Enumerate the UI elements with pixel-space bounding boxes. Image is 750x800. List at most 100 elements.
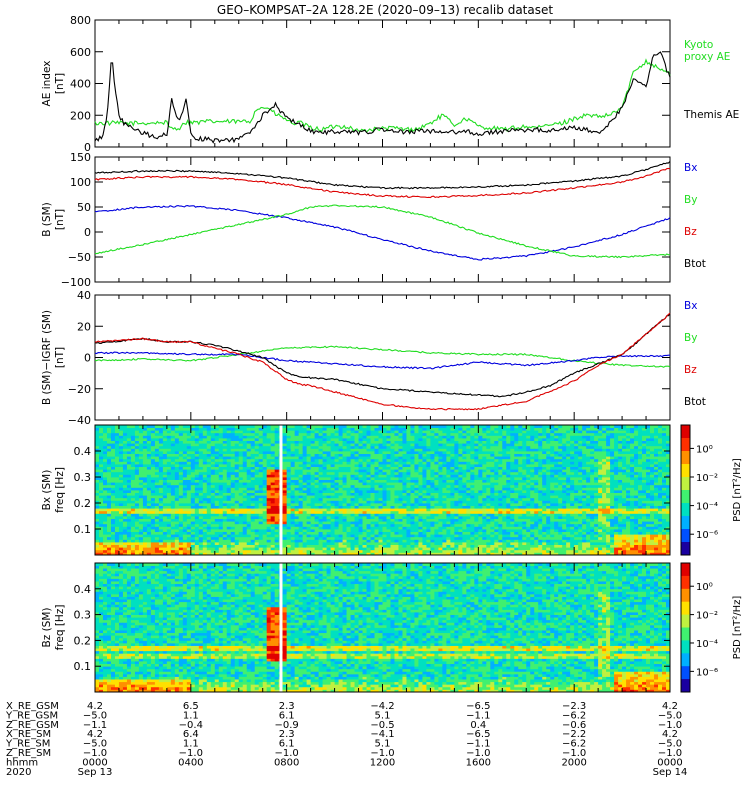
spectrogram-cell: [418, 510, 423, 514]
spectrogram-cell: [238, 495, 244, 499]
spectrogram-cell: [366, 487, 371, 491]
spectrogram-cell: [402, 505, 407, 509]
spectrogram-cell: [322, 518, 327, 522]
spectrogram-cell: [450, 523, 455, 527]
spectrogram-cell: [318, 531, 323, 535]
spectrogram-cell: [394, 451, 399, 454]
spectrogram-cell: [346, 469, 351, 473]
spectrogram-cell: [246, 526, 252, 530]
spectrogram-cell: [154, 544, 160, 548]
spectrogram-cell: [226, 448, 232, 452]
spectrogram-cell: [290, 471, 296, 475]
spectrogram-cell: [314, 445, 320, 449]
spectrogram-cell: [214, 479, 220, 483]
spectrogram-cell: [106, 549, 112, 553]
spectrogram-cell: [426, 518, 431, 522]
spectrogram-cell: [150, 536, 156, 540]
spectrogram-cell: [430, 544, 435, 548]
spectrogram-cell: [298, 552, 304, 556]
spectrogram-cell: [350, 497, 355, 501]
spectrogram-cell: [114, 529, 120, 532]
spectrogram-cell: [442, 539, 447, 543]
spectrogram-cell: [286, 526, 292, 530]
spectrogram-cell: [230, 440, 236, 444]
spectrogram-cell: [310, 534, 316, 538]
spectrogram-cell: [114, 500, 120, 504]
spectrogram-cell: [354, 549, 359, 553]
spectrogram-cell: [206, 552, 212, 556]
spectrogram-cell: [322, 495, 327, 499]
spectrogram-cell: [350, 458, 355, 462]
spectrogram-cell: [134, 435, 140, 439]
spectrogram-cell: [250, 438, 256, 441]
spectrogram-cell: [206, 482, 212, 486]
spectrogram-cell: [102, 547, 108, 551]
spectrogram-cell: [438, 526, 443, 530]
spectrogram-cell: [254, 542, 260, 545]
spectrogram-cell: [178, 435, 184, 439]
spectrogram-cell: [146, 484, 152, 488]
spectrogram-cell: [230, 523, 236, 527]
spectrogram-cell: [406, 487, 411, 491]
spectrogram-cell: [182, 474, 188, 478]
spectrogram-cell: [326, 497, 331, 501]
spectrogram-cell: [470, 432, 475, 436]
spectrogram-cell: [302, 466, 308, 470]
spectrogram-cell: [226, 464, 232, 467]
spectrogram-cell: [154, 536, 160, 540]
spectrogram-cell: [430, 445, 435, 449]
spectrogram-cell: [462, 443, 467, 447]
spectrogram-cell: [142, 510, 148, 514]
spectrogram-cell: [382, 503, 387, 506]
spectrogram-cell: [214, 513, 220, 517]
spectrogram-cell: [254, 549, 260, 553]
spectrogram-cell: [418, 477, 423, 480]
spectrogram-cell: [314, 443, 320, 447]
spectrogram-cell: [366, 432, 371, 436]
spectrogram-cell: [206, 443, 212, 447]
spectrogram-cell: [186, 542, 192, 545]
spectrogram-cell: [262, 490, 268, 493]
spectrogram-cell: [238, 484, 244, 488]
spectrogram-cell: [174, 471, 180, 475]
spectrogram-cell: [126, 516, 132, 519]
spectrogram-cell: [450, 542, 455, 545]
spectrogram-cell: [362, 536, 367, 540]
spectrogram-cell: [274, 552, 280, 556]
spectrogram-cell: [282, 510, 288, 514]
spectrogram-cell: [354, 482, 359, 486]
spectrogram-cell: [190, 495, 196, 499]
spectrogram-cell: [466, 539, 471, 543]
spectrogram-cell: [410, 451, 415, 454]
spectrogram-cell: [330, 549, 335, 553]
spectrogram-cell: [418, 490, 423, 493]
spectrogram-cell: [394, 474, 399, 478]
spectrogram-cell: [454, 464, 459, 467]
spectrogram-cell: [374, 482, 379, 486]
spectrogram-cell: [338, 484, 343, 488]
spectrogram-cell: [142, 482, 148, 486]
spectrogram-cell: [374, 513, 379, 517]
spectrogram-cell: [410, 438, 415, 441]
spectrogram-cell: [466, 529, 471, 532]
spectrogram-cell: [214, 448, 220, 452]
series-line-kyoto-proxy-ae: [94, 58, 671, 133]
spectrogram-cell: [442, 516, 447, 519]
spectrogram-cell: [318, 440, 323, 444]
spectrogram-cell: [178, 513, 184, 517]
spectrogram-cell: [454, 448, 459, 452]
spectrogram-cell: [274, 529, 280, 532]
spectrogram-cell: [270, 526, 276, 530]
spectrogram-cell: [122, 549, 128, 553]
spectrogram-cell: [254, 521, 260, 525]
spectrogram-cell: [306, 547, 312, 551]
spectrogram-cell: [394, 435, 399, 439]
spectrogram-cell: [258, 440, 264, 444]
spectrogram-cell: [222, 487, 228, 491]
spectrogram-cell: [238, 487, 244, 491]
spectrogram-cell: [466, 523, 471, 527]
spectrogram-cell: [322, 531, 327, 535]
spectrogram-cell: [146, 521, 152, 525]
spectrogram-cell: [314, 552, 320, 556]
